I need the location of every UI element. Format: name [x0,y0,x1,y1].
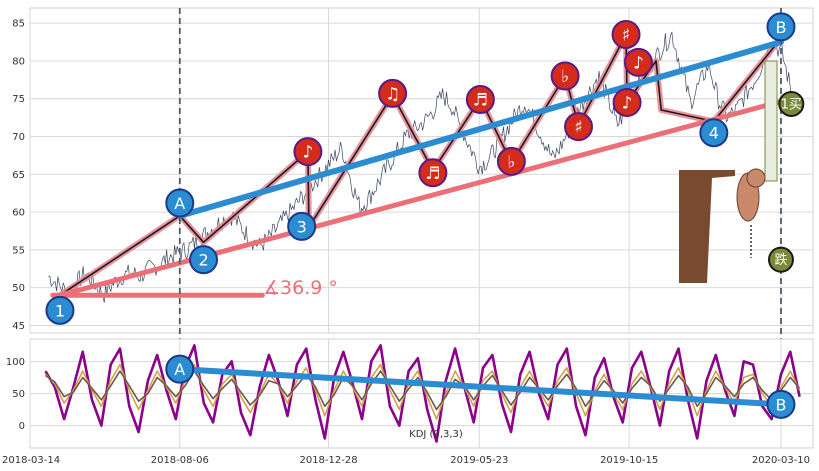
cliff-shape [679,170,735,283]
wave-label-marker [766,12,796,42]
wave-label-marker [378,78,408,108]
kdj-trendline [176,366,784,408]
x-axis: 2018-03-14 2018-08-06 2018-12-28 2019-05-23… [2,455,810,466]
wave-label-text: ♬ [473,90,488,110]
price-y-tick-label: 85 [12,19,25,30]
climber-head [746,168,766,188]
wave-label-marker [189,245,219,275]
wave-label-text: ♯ [574,118,582,138]
banner-shape [764,60,778,182]
wave-label-text: A [174,360,185,379]
price-y-tick-label: 60 [12,208,25,219]
wave-label-marker [766,389,796,419]
wave-label-marker [612,87,642,117]
kdj-annotation: KDJ (9,3,3) [409,429,463,440]
kdj-y-tick-label: 50 [12,389,25,400]
wave-label-marker [623,47,653,77]
price-y-tick-label: 55 [12,245,25,256]
wave-label-marker [165,354,195,384]
wave-label-text: 4 [709,124,719,143]
kdj-panel: 0 50 100 KDJ (9,3,3) A B [6,338,814,449]
wave-label-text: 跌 [774,252,787,268]
angle-label: ∡36.9 ° [263,277,338,299]
wave-label-marker [496,146,526,176]
wave-label-text: ♭ [561,67,569,87]
x-tick-label: 2018-08-06 [151,455,209,466]
wave-label-text: ♭ [507,152,515,172]
wave-label-text: 1买 [781,97,802,112]
x-tick-label: 2019-05-23 [450,455,508,466]
wave-label-text: ♪ [302,143,313,163]
wave-label-text: A [174,194,185,213]
price-y-tick-label: 45 [12,321,25,332]
wave-label-text: ♪ [633,53,644,73]
trendline-lower [57,96,794,298]
price-y-tick-label: 70 [12,132,25,143]
wave-label-marker [45,295,75,325]
price-y-tick-label: 65 [12,170,25,181]
wave-label-text: ♪ [622,93,633,113]
wave-label-text: B [775,395,786,414]
wave-label-marker [287,211,317,241]
wave-label-text: 1 [55,301,65,320]
wave-label-text: 2 [198,251,208,270]
wave-label-marker [165,188,195,218]
kdj-y-tick-label: 100 [6,357,25,368]
wave-label-marker [293,137,323,167]
wave-label-marker [550,61,580,91]
price-y-tick-label: 80 [12,56,25,67]
price-series-line [48,31,792,303]
trendline-upper [176,39,784,219]
x-tick-label: 2020-03-10 [752,455,810,466]
climber-illustration [679,60,778,283]
x-tick-label: 2018-03-14 [2,455,60,466]
wave-label-text: ♯ [622,25,630,45]
price-y-tick-label: 75 [12,94,25,105]
price-y-tick-label: 50 [12,283,25,294]
wave-label-marker [611,19,641,49]
x-tick-label: 2018-12-28 [299,455,357,466]
wave-label-text: ♬ [425,164,440,184]
wave-label-marker [778,90,805,117]
wave-label-text: 3 [297,217,307,236]
wave-label-text: B [775,18,786,37]
kdj-y-tick-label: 0 [19,421,25,432]
wave-label-marker [465,84,495,114]
wave-label-marker [767,246,794,273]
x-tick-label: 2019-10-15 [600,455,658,466]
wave-label-marker [418,158,448,188]
wave-label-marker [699,118,729,148]
wave-label-marker [564,112,594,142]
wave-label-text: ♫ [385,84,400,104]
